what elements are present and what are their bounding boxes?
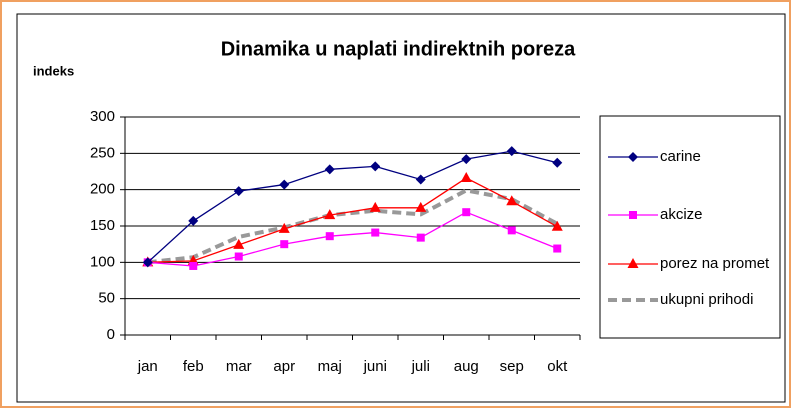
marker [370, 161, 381, 172]
x-tick-label: aug [454, 358, 479, 375]
marker [279, 179, 290, 190]
y-tick-label: 150 [90, 217, 115, 234]
marker [506, 146, 517, 157]
y-tick-label: 250 [90, 144, 115, 161]
marker [629, 211, 637, 219]
marker [324, 164, 335, 175]
marker [507, 226, 516, 235]
marker [233, 238, 245, 249]
marker [278, 222, 290, 233]
y-tick-label: 200 [90, 181, 115, 198]
marker [627, 258, 639, 268]
series-line [147, 211, 558, 267]
marker [462, 208, 471, 217]
marker [371, 228, 380, 237]
legend-label: porez na promet [660, 255, 770, 272]
marker [415, 174, 426, 185]
x-tick-label: juni [363, 358, 387, 375]
marker [234, 252, 243, 261]
marker [142, 257, 153, 268]
series-line [147, 150, 558, 263]
series-line [147, 188, 559, 265]
marker [233, 186, 244, 197]
marker [415, 201, 427, 212]
marker [369, 201, 381, 212]
marker [551, 220, 563, 231]
series-line [147, 177, 558, 263]
y-tick-label: 300 [90, 108, 115, 125]
y-tick-label: 0 [107, 326, 115, 343]
marker [552, 157, 563, 168]
marker [280, 240, 289, 249]
marker [553, 244, 562, 253]
x-tick-label: mar [226, 358, 252, 375]
x-tick-label: feb [183, 358, 204, 375]
marker [460, 172, 472, 183]
legend-label: ukupni prihodi [660, 291, 754, 308]
y-axis-label: indeks [33, 63, 74, 78]
x-tick-label: apr [273, 358, 295, 375]
marker [324, 209, 336, 220]
marker [628, 152, 638, 162]
marker [506, 195, 518, 206]
chart-title: Dinamika u naplati indirektnih poreza [221, 38, 576, 60]
chart-border [16, 13, 786, 403]
marker [461, 154, 472, 165]
x-tick-label: juli [411, 358, 430, 375]
y-tick-label: 100 [90, 253, 115, 270]
marker [188, 215, 199, 226]
legend-label: carine [660, 148, 701, 165]
marker [416, 233, 425, 242]
x-tick-label: okt [547, 358, 568, 375]
x-tick-label: jan [137, 358, 158, 375]
legend-label: akcize [660, 206, 703, 223]
y-tick-label: 50 [98, 290, 115, 307]
marker [189, 261, 198, 270]
marker [325, 232, 334, 241]
x-tick-label: maj [318, 358, 342, 375]
x-tick-label: sep [500, 358, 524, 375]
